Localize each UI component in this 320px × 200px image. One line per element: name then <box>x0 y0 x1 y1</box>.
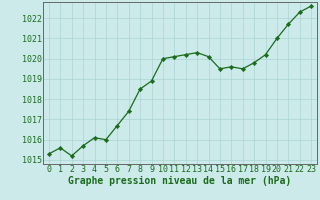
X-axis label: Graphe pression niveau de la mer (hPa): Graphe pression niveau de la mer (hPa) <box>68 176 292 186</box>
